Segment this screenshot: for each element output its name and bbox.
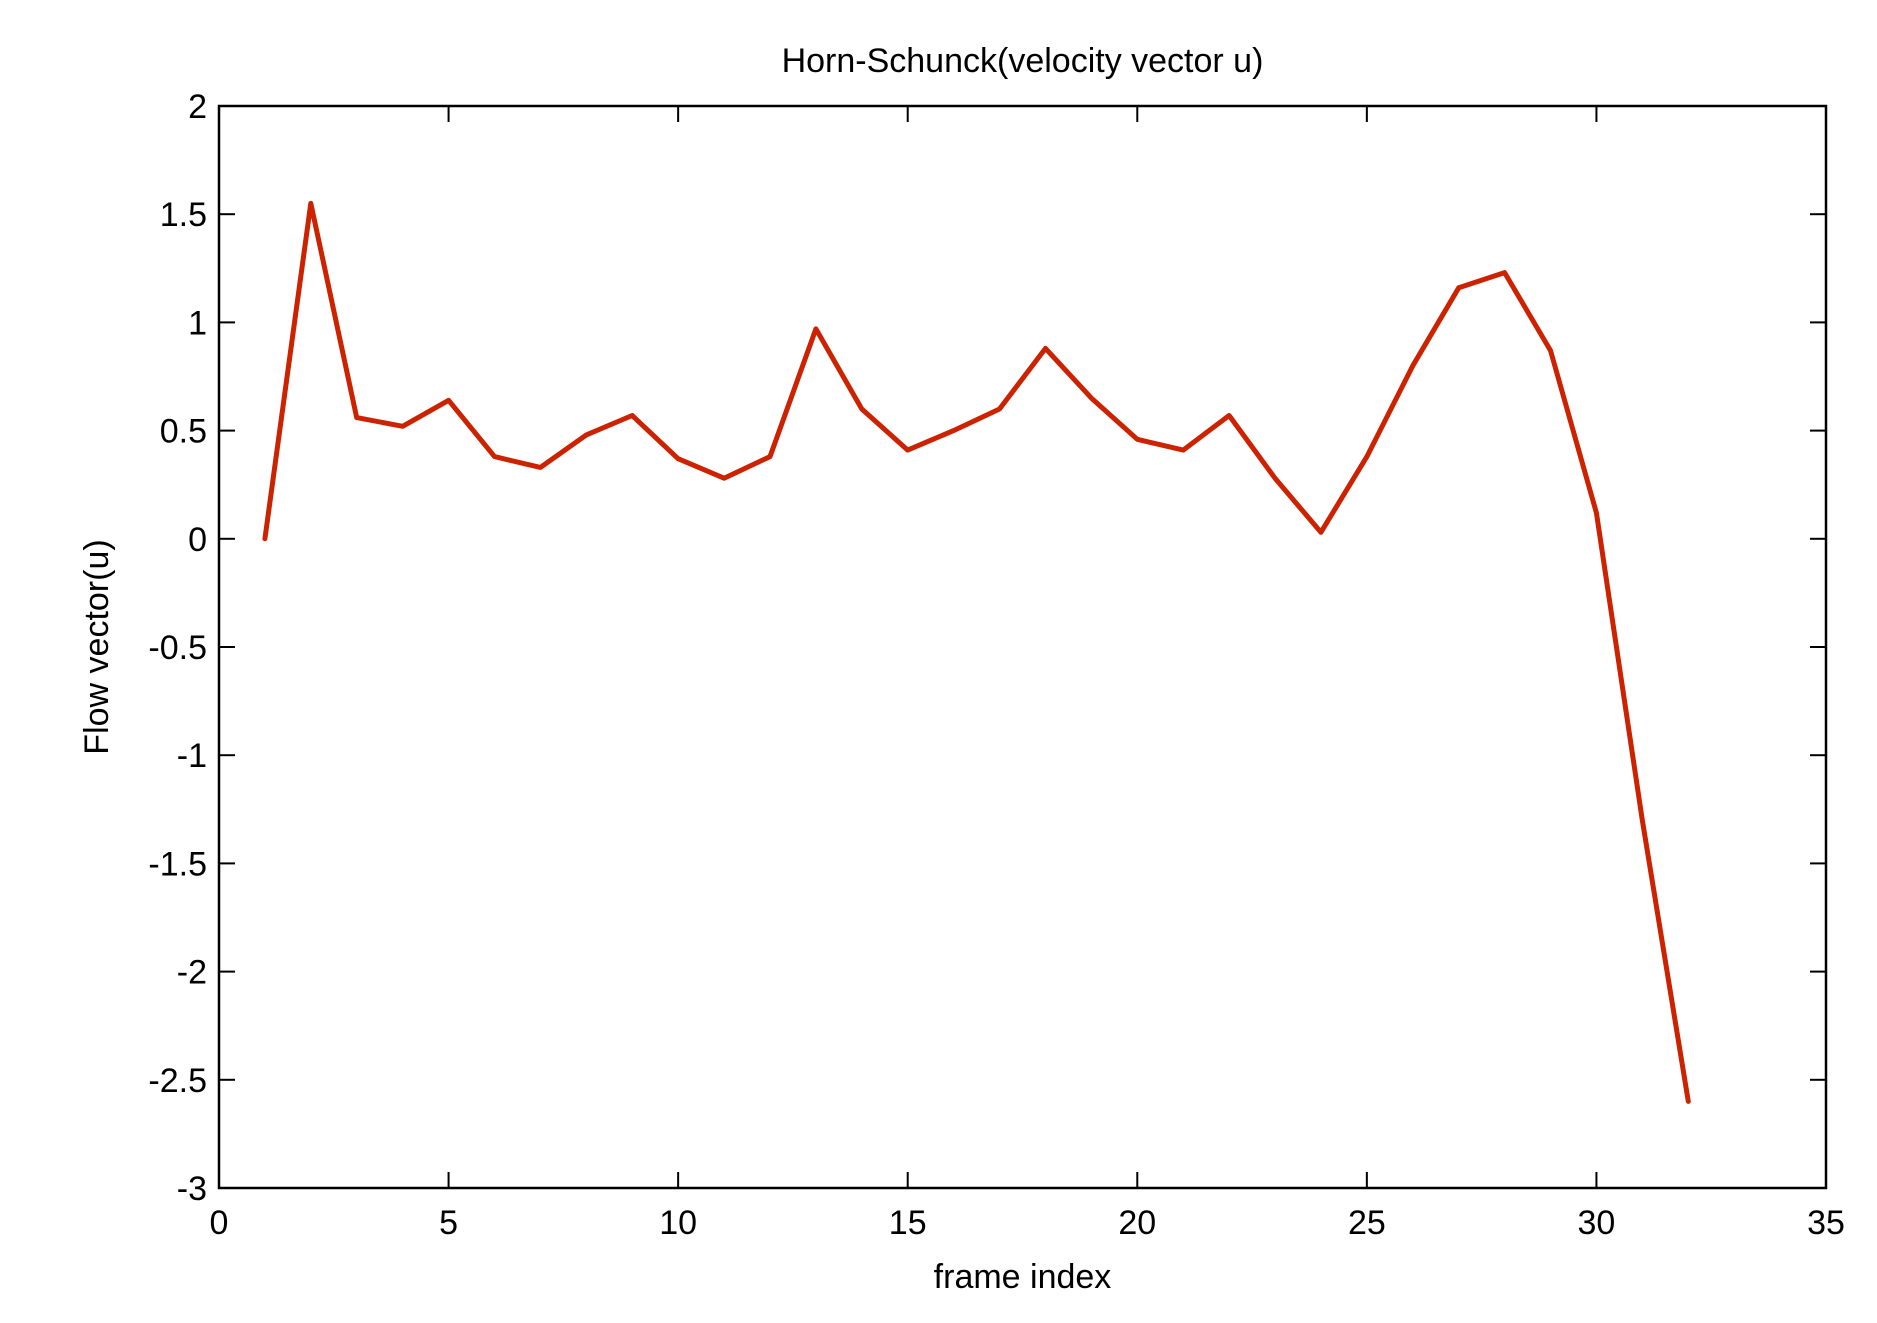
y-tick-label: -1.5 xyxy=(148,845,207,883)
x-tick-label: 10 xyxy=(659,1204,697,1242)
y-tick-labels: -3 -2.5 -2 -1.5 -1 -0.5 0 0.5 1 1.5 2 xyxy=(148,88,207,1208)
y-tick-label: 1 xyxy=(188,304,207,342)
data-point xyxy=(1410,363,1415,368)
y-tick-label: -2 xyxy=(177,954,207,992)
data-point xyxy=(767,454,772,459)
data-point xyxy=(1364,454,1369,459)
data-point xyxy=(1502,270,1507,275)
data-point xyxy=(1227,413,1232,418)
series-line xyxy=(262,200,1691,1104)
y-axis-title: Flow vector(u) xyxy=(78,539,116,754)
data-point xyxy=(1686,1099,1691,1104)
data-point xyxy=(951,428,956,433)
data-point xyxy=(1135,437,1140,442)
data-point xyxy=(1548,348,1553,353)
data-point xyxy=(722,476,727,481)
data-point xyxy=(308,201,313,206)
data-point xyxy=(1043,346,1048,351)
data-point xyxy=(1594,510,1599,515)
data-point xyxy=(262,536,267,541)
data-point xyxy=(538,465,543,470)
data-point xyxy=(354,415,359,420)
x-tick-label: 15 xyxy=(889,1204,927,1242)
x-tick-label: 5 xyxy=(439,1204,458,1242)
x-tick-label: 35 xyxy=(1807,1204,1845,1242)
y-tick-label: 0 xyxy=(188,521,207,559)
x-tick-labels: 0 5 10 15 20 25 30 35 xyxy=(210,1204,1845,1242)
data-point xyxy=(813,326,818,331)
data-point xyxy=(1089,396,1094,401)
x-tick-label: 20 xyxy=(1118,1204,1156,1242)
y-tick-label: 2 xyxy=(188,88,207,126)
chart-title: Horn-Schunck(velocity vector u) xyxy=(782,42,1264,80)
data-point xyxy=(1273,476,1278,481)
data-point xyxy=(859,406,864,411)
y-tick-label: 0.5 xyxy=(160,413,207,451)
data-point xyxy=(1640,818,1645,823)
data-point xyxy=(676,456,681,461)
data-point xyxy=(400,424,405,429)
y-tick-label: -2.5 xyxy=(148,1062,207,1100)
data-point xyxy=(584,432,589,437)
data-point xyxy=(1181,448,1186,453)
x-tick-label: 25 xyxy=(1348,1204,1386,1242)
y-tick-label: -3 xyxy=(177,1170,207,1208)
data-point xyxy=(1456,285,1461,290)
data-point xyxy=(630,413,635,418)
data-point xyxy=(446,398,451,403)
y-tick-label: 1.5 xyxy=(160,196,207,234)
data-point xyxy=(997,406,1002,411)
data-point xyxy=(1318,530,1323,535)
data-point xyxy=(492,454,497,459)
y-tick-label: -0.5 xyxy=(148,629,207,667)
data-point xyxy=(905,448,910,453)
series-layer xyxy=(262,200,1691,1104)
y-tick-label: -1 xyxy=(177,737,207,775)
x-axis-title: frame index xyxy=(934,1258,1112,1296)
plot-frame xyxy=(217,104,1828,1190)
x-tick-label: 0 xyxy=(210,1204,229,1242)
x-tick-label: 30 xyxy=(1578,1204,1616,1242)
